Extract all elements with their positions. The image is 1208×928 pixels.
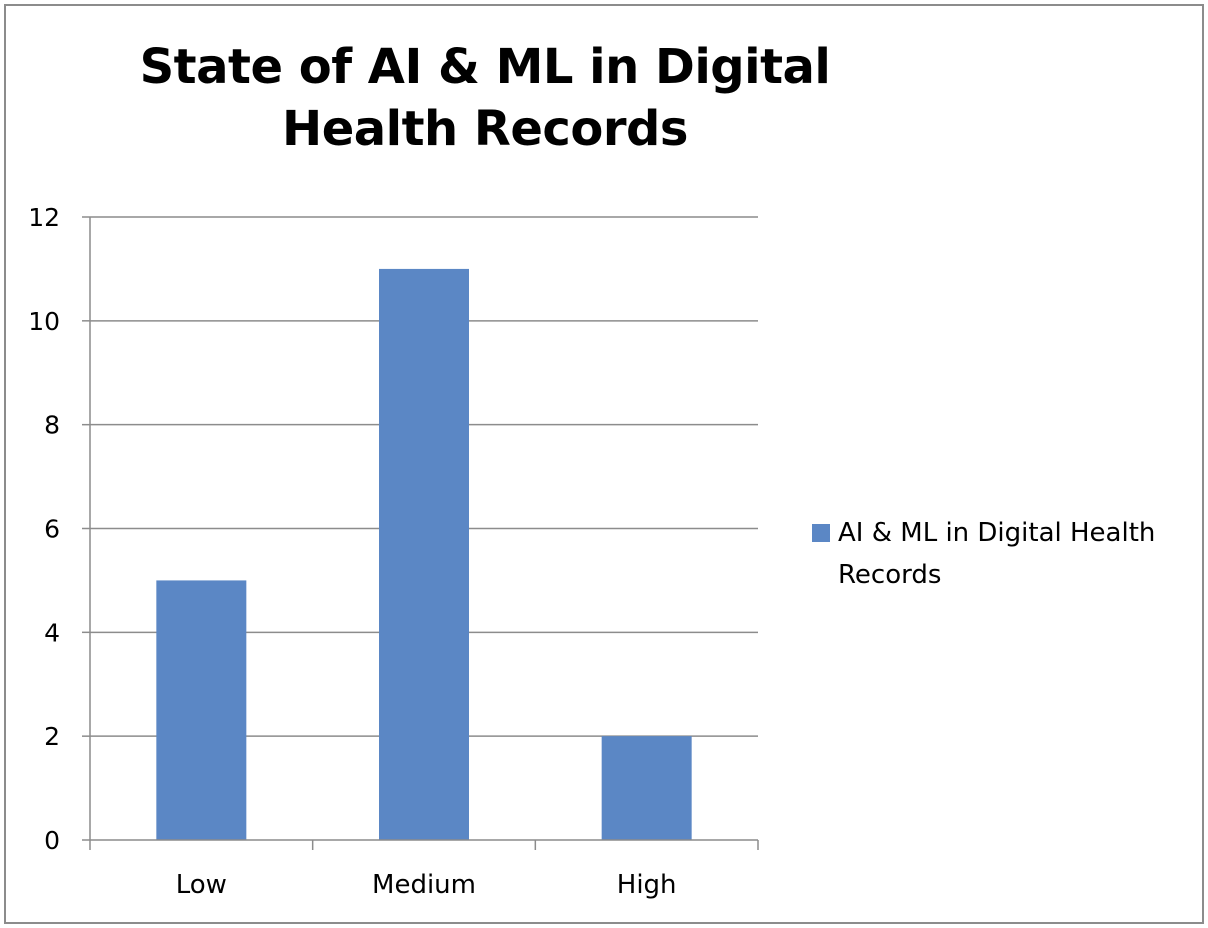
y-tick-label: 12 — [28, 203, 60, 232]
bar — [379, 268, 469, 841]
y-tick-label: 2 — [44, 722, 60, 751]
y-tick-label: 8 — [44, 411, 60, 440]
y-tick-label: 4 — [44, 618, 60, 647]
x-category-label: High — [617, 870, 677, 900]
bar — [601, 736, 692, 840]
bar — [156, 580, 247, 840]
y-tick-label: 10 — [28, 307, 60, 336]
y-tick-label: 0 — [44, 826, 60, 855]
x-category-label: Medium — [372, 870, 476, 900]
legend-swatch — [812, 524, 830, 542]
chart-title: State of AI & ML in Digital Health Recor… — [139, 39, 831, 157]
x-category-label: Low — [176, 870, 227, 900]
legend-label: AI & ML in Digital Health Records — [838, 518, 1156, 590]
y-tick-label: 6 — [44, 515, 60, 544]
